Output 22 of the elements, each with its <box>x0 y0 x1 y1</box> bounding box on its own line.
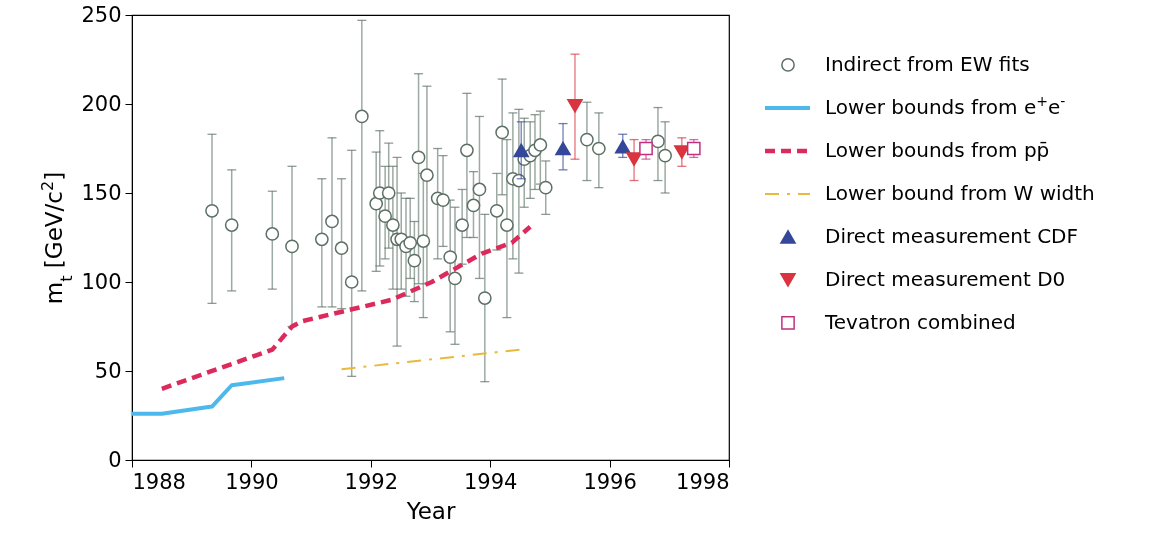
y-tick-label: 200 <box>81 91 122 116</box>
x-tick-label: 1988 <box>132 469 186 494</box>
line-series <box>130 376 287 416</box>
legend-label: Lower bound from W width <box>825 180 1095 205</box>
legend-label: Lower bounds from pp̄ <box>825 137 1050 162</box>
y-tick-label: 0 <box>108 447 122 472</box>
y-tick-label: 250 <box>81 2 122 27</box>
legend-label: Tevatron combined <box>824 309 1016 334</box>
line-series <box>159 224 533 392</box>
legend-label: Direct measurement CDF <box>825 223 1078 248</box>
y-tick-label: 100 <box>81 269 122 294</box>
y-tick-label: 50 <box>94 358 122 383</box>
x-tick-label: 1998 <box>676 469 730 494</box>
y-tick-label: 150 <box>81 180 122 205</box>
x-tick-label: 1990 <box>225 469 279 494</box>
x-tick-label: 1994 <box>463 469 518 494</box>
x-tick-label: 1996 <box>583 469 637 494</box>
x-axis-title: Year <box>405 497 456 524</box>
legend-label: Indirect from EW fits <box>825 51 1030 76</box>
legend-label: Direct measurement D0 <box>825 266 1066 291</box>
x-tick-label: 1992 <box>344 469 399 494</box>
legend-label: Lower bounds from e$^{+}$e$^{-}$ <box>825 92 1066 119</box>
